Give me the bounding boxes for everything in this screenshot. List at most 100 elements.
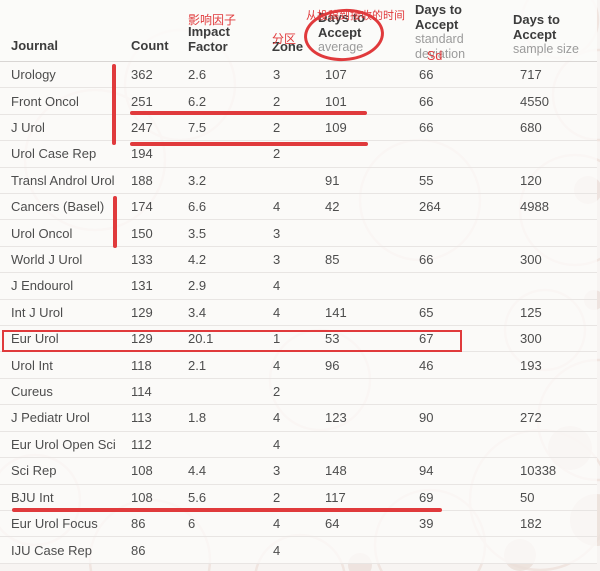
- table-row: J Urol 247 7.5 2 109 66 680: [0, 115, 597, 142]
- cell-zone: 4: [273, 199, 281, 215]
- cell-impact-factor: 5.6: [188, 489, 207, 505]
- cell-zone: 2: [273, 489, 281, 505]
- column-header-count: Count: [131, 38, 169, 53]
- cell-count: 114: [131, 384, 152, 400]
- cell-impact-factor: 4.2: [188, 252, 207, 268]
- cell-days-accept-sd: 90: [419, 410, 434, 426]
- table-row: Urol Oncol 150 3.5 3: [0, 220, 597, 247]
- annotation-impact-factor-chinese: 影响因子: [188, 13, 237, 27]
- annotation-vertical-line-cancers-rows: [113, 196, 117, 248]
- cell-zone: 2: [273, 120, 281, 136]
- cell-impact-factor: 6: [188, 516, 196, 532]
- cell-zone: 4: [273, 357, 281, 373]
- cell-count: 194: [131, 146, 153, 162]
- cell-impact-factor: 1.8: [188, 410, 207, 426]
- cell-days-accept-average: 91: [325, 172, 340, 188]
- cell-journal: Urol Oncol: [11, 225, 73, 241]
- cell-journal: J Urol: [11, 120, 45, 136]
- cell-journal: Urology: [11, 67, 56, 83]
- cell-count: 129: [131, 331, 153, 347]
- cell-impact-factor: 3.5: [188, 225, 207, 241]
- cell-days-accept-sample: 4988: [520, 199, 549, 215]
- cell-zone: 3: [273, 463, 281, 479]
- sample-subtitle: sample size: [513, 42, 579, 56]
- cell-journal: Sci Rep: [11, 463, 57, 479]
- cell-journal: BJU Int: [11, 489, 54, 505]
- avg-line2: Accept: [318, 25, 362, 40]
- sd-line2: Accept: [415, 17, 459, 32]
- table-row: Eur Urol Open Sci 112 4: [0, 432, 597, 459]
- cell-zone: 4: [273, 516, 281, 532]
- annotation-zone-chinese: 分区: [272, 32, 297, 46]
- cell-zone: 3: [273, 252, 281, 268]
- cell-zone: 3: [273, 225, 281, 241]
- cell-count: 86: [131, 516, 146, 532]
- table-row: BJU Int 108 5.6 2 117 69 50: [0, 485, 597, 511]
- table-row: Transl Androl Urol 188 3.2 91 55 120: [0, 168, 597, 195]
- cell-days-accept-sample: 120: [520, 172, 542, 188]
- cell-zone: 3: [273, 67, 281, 83]
- avg-line1: Days to: [318, 10, 365, 25]
- cell-count: 251: [131, 93, 153, 109]
- cell-zone: 4: [273, 278, 281, 294]
- cell-days-accept-sd: 264: [419, 199, 441, 215]
- cell-days-accept-average: 101: [325, 93, 347, 109]
- table-row: Sci Rep 108 4.4 3 148 94 10338: [0, 458, 597, 485]
- cell-days-accept-sample: 272: [520, 410, 542, 426]
- cell-journal: Int J Urol: [11, 304, 64, 320]
- cell-zone: 4: [273, 304, 281, 320]
- cell-days-accept-average: 42: [325, 199, 340, 215]
- cell-days-accept-sd: 55: [419, 172, 434, 188]
- cell-days-accept-average: 123: [325, 410, 347, 426]
- impact-factor-line2: Factor: [188, 39, 228, 54]
- annotation-vertical-line-top-rows: [112, 64, 116, 145]
- cell-count: 118: [131, 357, 152, 373]
- cell-count: 108: [131, 463, 153, 479]
- sample-line2: Accept: [513, 27, 557, 42]
- annotation-box-eur-urol: [2, 330, 462, 352]
- annotation-days-to-accept-chinese: 从投稿到接收的时间: [306, 10, 405, 22]
- cell-zone: 4: [273, 410, 281, 426]
- cell-count: 112: [131, 436, 152, 452]
- sd-line1: Days to: [415, 2, 462, 17]
- cell-days-accept-average: 107: [325, 67, 347, 83]
- cell-days-accept-sd: 66: [419, 93, 434, 109]
- cell-days-accept-sd: 94: [419, 463, 434, 479]
- cell-impact-factor: 6.2: [188, 93, 207, 109]
- annotation-sd-label: Sd: [427, 49, 443, 63]
- cell-journal: Transl Androl Urol: [11, 172, 115, 188]
- cell-count: 188: [131, 172, 153, 188]
- cell-zone: 4: [273, 542, 281, 558]
- cell-impact-factor: 3.4: [188, 304, 207, 320]
- column-header-days-accept-sd: Days to Accept standard deviation: [415, 2, 465, 62]
- cell-days-accept-average: 117: [325, 489, 346, 505]
- sample-line1: Days to: [513, 12, 560, 27]
- table-body: Urology 362 2.6 3 107 66 717 Front Oncol 251 6.2 2…: [0, 62, 597, 564]
- cell-days-accept-sample: 680: [520, 120, 542, 136]
- table-row: World J Urol 133 4.2 3 85 66 300: [0, 247, 597, 274]
- cell-days-accept-average: 53: [325, 331, 340, 347]
- column-header-days-accept-sample: Days to Accept sample size: [513, 12, 579, 57]
- cell-journal: Cureus: [11, 384, 53, 400]
- cell-days-accept-sample: 300: [520, 331, 542, 347]
- cell-days-accept-sample: 182: [520, 516, 542, 532]
- cell-zone: 4: [273, 436, 281, 452]
- cell-journal: J Endourol: [11, 278, 74, 294]
- cell-journal: Eur Urol Open Sci: [11, 436, 116, 452]
- impact-factor-line1: Impact: [188, 24, 230, 39]
- table-row: Cureus 114 2: [0, 379, 597, 406]
- cell-count: 131: [131, 278, 153, 294]
- cell-days-accept-average: 96: [325, 357, 340, 373]
- table-row: Urology 362 2.6 3 107 66 717: [0, 62, 597, 89]
- cell-days-accept-sd: 46: [419, 357, 434, 373]
- cell-impact-factor: 2.9: [188, 278, 207, 294]
- annotation-underline-bju-int: [12, 508, 442, 512]
- annotation-underline-j-urol: [130, 142, 368, 146]
- cell-count: 129: [131, 304, 153, 320]
- cell-days-accept-sd: 66: [419, 252, 434, 268]
- cell-zone: 2: [273, 93, 281, 109]
- cell-journal: IJU Case Rep: [11, 542, 92, 558]
- cell-impact-factor: 20.1: [188, 331, 214, 347]
- cell-journal: Cancers (Basel): [11, 199, 105, 215]
